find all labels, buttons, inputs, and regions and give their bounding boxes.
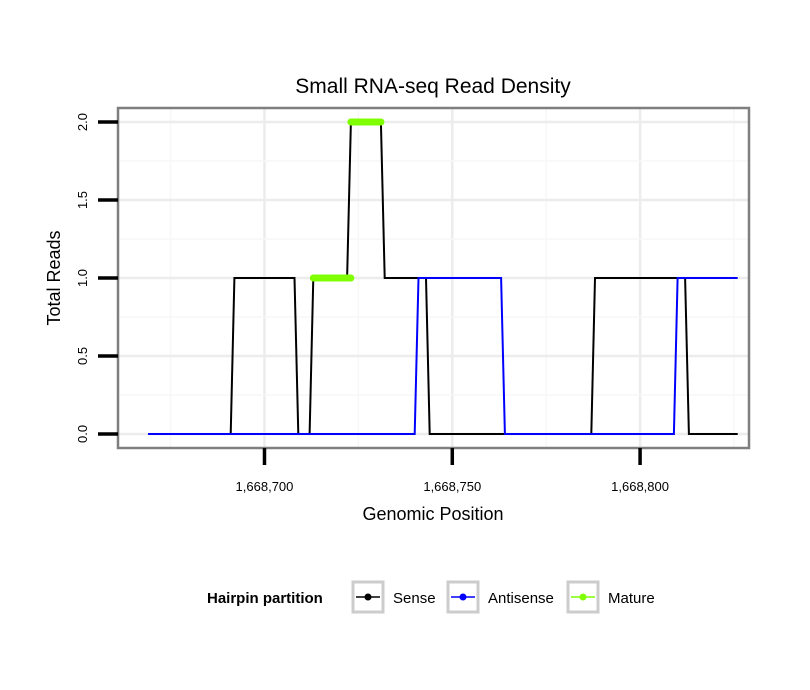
legend-label-sense: Sense [393,590,436,607]
chart-title: Small RNA-seq Read Density [295,75,571,98]
x-axis: 1,668,700 1,668,750 1,668,800 [236,448,669,494]
legend-item-sense: Sense [351,580,436,614]
x-tick-label: 1,668,700 [236,479,294,494]
y-tick-label: 1.5 [75,191,90,209]
y-tick-label: 0.0 [75,425,90,443]
series-layer [148,118,738,435]
series-line-antisense [148,277,738,435]
legend-title: Hairpin partition [207,590,323,607]
legend-point-antisense [459,593,467,601]
legend-key-mature [566,580,600,614]
legend-item-mature: Mature [566,580,655,614]
y-axis: 0.0 0.5 1.0 1.5 2.0 [75,113,118,443]
y-tick-label: 0.5 [75,347,90,365]
legend-label-antisense: Antisense [488,590,554,607]
y-tick-label: 1.0 [75,269,90,287]
legend-point-sense [364,593,372,601]
legend: Hairpin partition Sense Antisense Mature [207,580,655,614]
y-tick-label: 2.0 [75,113,90,131]
legend-item-antisense: Antisense [446,580,554,614]
legend-label-mature: Mature [608,590,655,607]
x-tick-label: 1,668,800 [611,479,669,494]
x-axis-title: Genomic Position [362,504,503,524]
x-tick-label: 1,668,750 [423,479,481,494]
y-axis-title: Total Reads [44,230,64,325]
legend-point-mature [579,593,587,601]
